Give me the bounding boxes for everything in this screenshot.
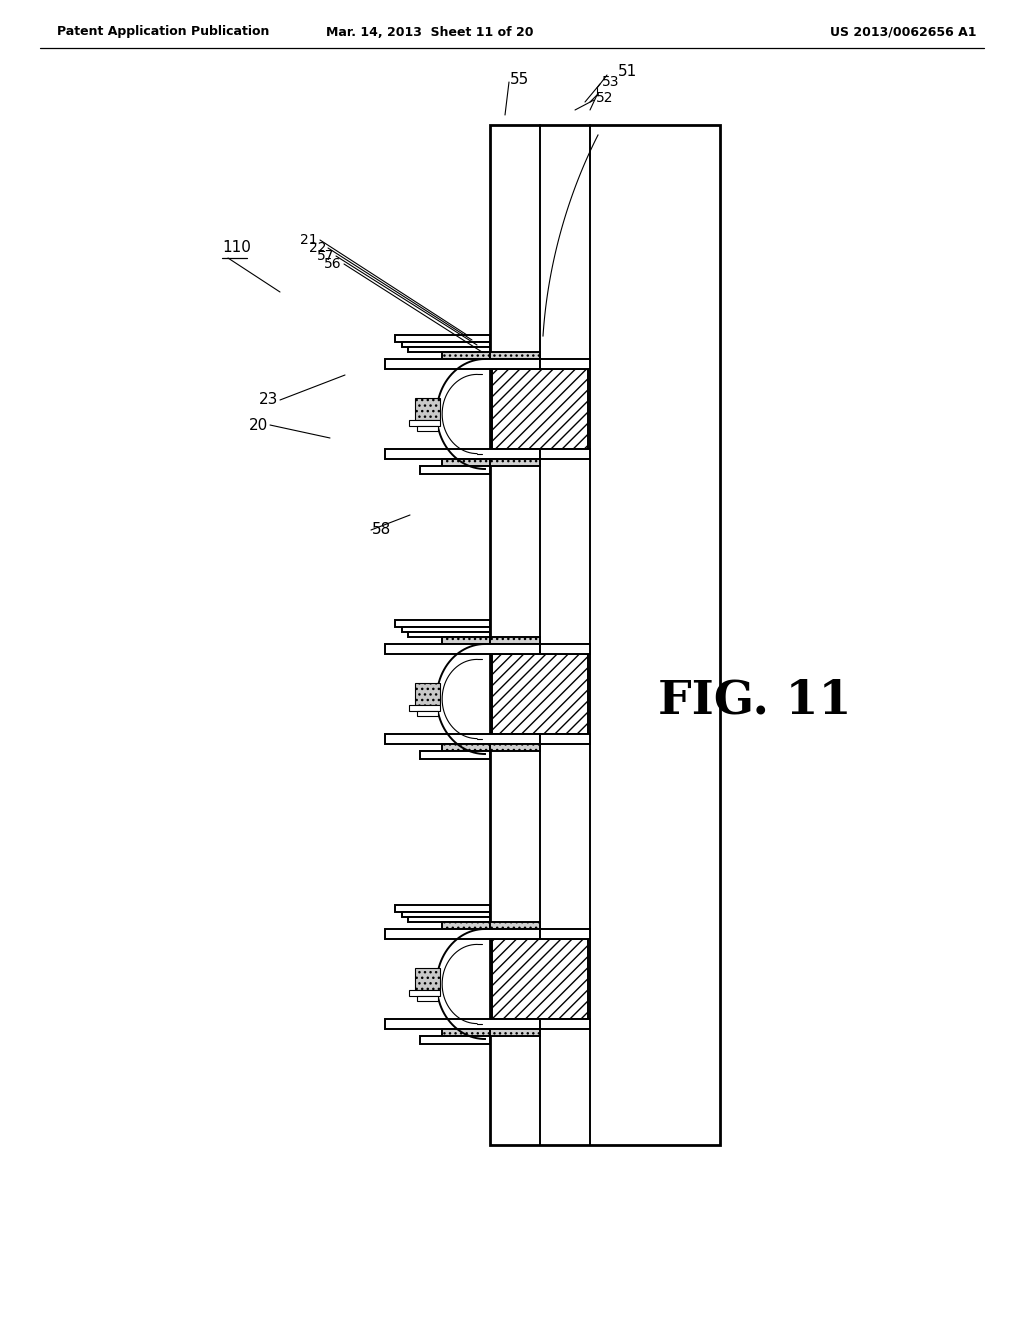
Bar — [490, 638, 540, 644]
Text: 20: 20 — [249, 417, 268, 433]
Bar — [415, 682, 440, 705]
Text: 21: 21 — [300, 234, 318, 247]
Bar — [402, 912, 490, 917]
Bar — [385, 734, 540, 744]
Bar — [385, 359, 540, 370]
Bar — [490, 125, 720, 1144]
Bar — [492, 370, 588, 449]
Text: 57: 57 — [316, 249, 334, 263]
Bar — [490, 921, 540, 929]
Text: FIG. 11: FIG. 11 — [658, 677, 852, 723]
Bar — [408, 347, 490, 352]
Bar — [420, 466, 490, 474]
Bar — [420, 1036, 490, 1044]
Text: 22: 22 — [308, 242, 326, 255]
Text: 23: 23 — [259, 392, 278, 408]
Bar — [415, 968, 440, 990]
Bar — [492, 653, 588, 734]
Bar — [442, 459, 490, 466]
Bar — [540, 644, 590, 653]
Bar — [492, 939, 588, 1019]
Bar — [402, 627, 490, 632]
Bar — [442, 744, 490, 751]
Bar — [540, 1019, 590, 1030]
Bar — [420, 751, 490, 759]
Bar — [540, 734, 590, 744]
Bar — [410, 705, 440, 711]
Bar — [442, 352, 490, 359]
Bar — [395, 335, 490, 342]
Bar — [417, 711, 438, 715]
Bar — [442, 921, 490, 929]
Text: Patent Application Publication: Patent Application Publication — [57, 25, 269, 38]
Bar — [442, 638, 490, 644]
Bar — [417, 426, 438, 432]
Text: 110: 110 — [222, 240, 251, 255]
Bar — [410, 990, 440, 997]
Bar — [417, 997, 438, 1001]
Text: 53: 53 — [602, 75, 620, 88]
Bar — [540, 449, 590, 459]
Bar — [408, 917, 490, 921]
Bar — [385, 449, 540, 459]
Bar — [402, 342, 490, 347]
Bar — [540, 929, 590, 939]
Text: 52: 52 — [596, 91, 613, 106]
Bar — [408, 632, 490, 638]
Bar — [385, 929, 540, 939]
Bar — [442, 1030, 490, 1036]
Bar — [385, 1019, 540, 1030]
Bar — [490, 459, 540, 466]
Bar — [540, 359, 590, 370]
Text: 56: 56 — [325, 257, 342, 271]
Bar — [395, 620, 490, 627]
Text: 58: 58 — [372, 523, 391, 537]
Text: US 2013/0062656 A1: US 2013/0062656 A1 — [830, 25, 977, 38]
Text: 55: 55 — [510, 73, 529, 87]
Bar — [410, 420, 440, 426]
Bar — [385, 644, 540, 653]
Bar — [415, 399, 440, 420]
Bar — [490, 1030, 540, 1036]
Text: 51: 51 — [618, 65, 637, 79]
Text: Mar. 14, 2013  Sheet 11 of 20: Mar. 14, 2013 Sheet 11 of 20 — [327, 25, 534, 38]
Bar — [490, 352, 540, 359]
Bar — [490, 744, 540, 751]
Bar — [395, 906, 490, 912]
